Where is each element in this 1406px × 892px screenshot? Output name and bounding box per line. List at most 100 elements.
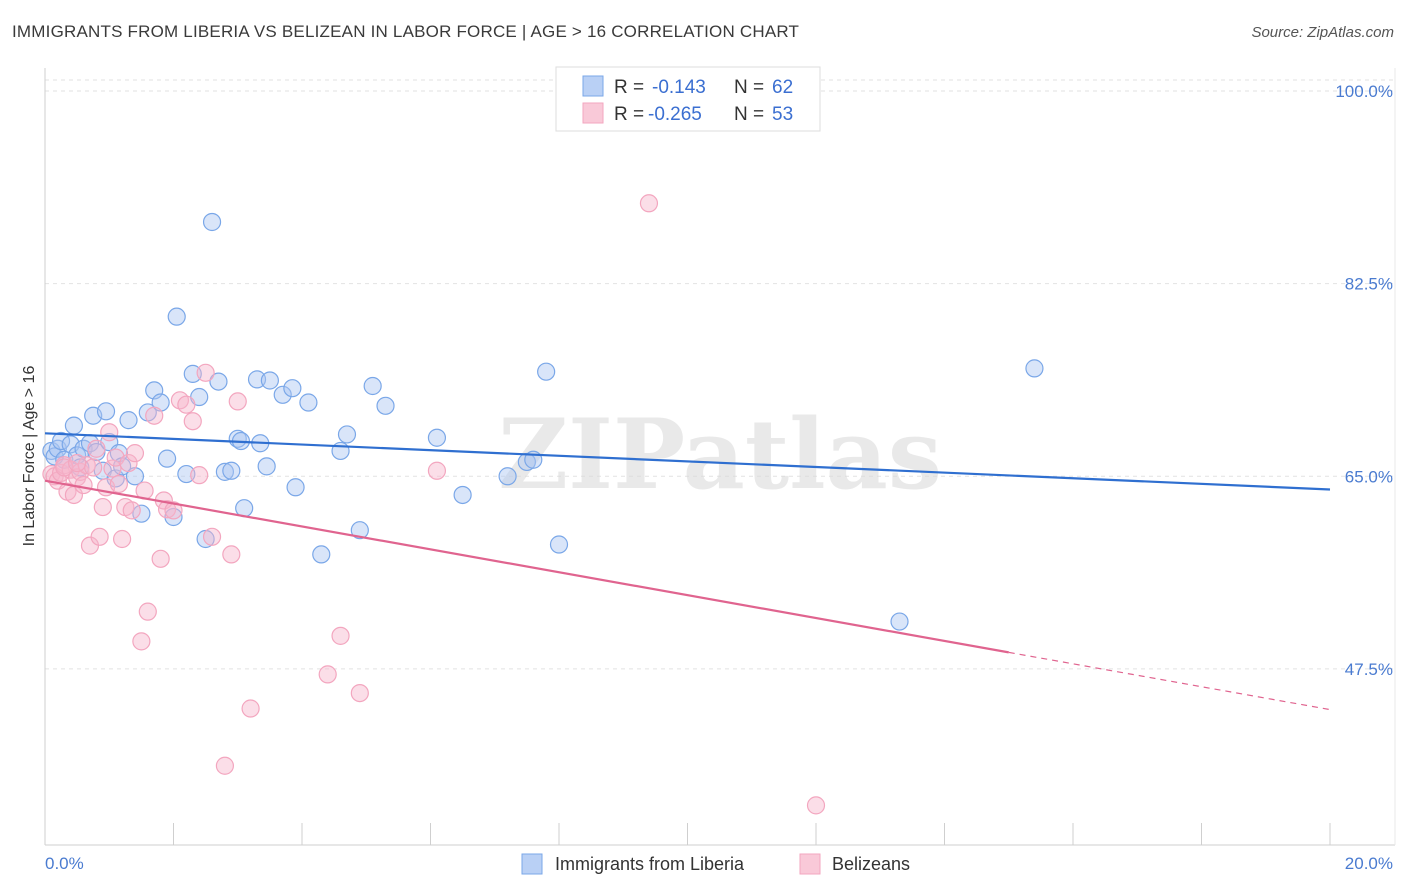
y-tick-label: 47.5% — [1345, 660, 1393, 679]
liberia-point — [350, 521, 369, 540]
belizean-point — [215, 756, 234, 775]
belizean-point — [241, 699, 260, 718]
liberia-point — [96, 402, 116, 421]
liberia-point — [183, 364, 202, 383]
liberia-point — [286, 478, 305, 497]
belizean-point — [122, 501, 141, 520]
liberia-point — [215, 462, 234, 481]
liberia-point — [273, 385, 292, 404]
legend-n-label-belizeans: N = — [734, 104, 764, 125]
legend-r-label-belizeans: R = — [614, 104, 644, 125]
liberia-point — [363, 376, 382, 396]
y-tick-label: 100.0% — [1335, 82, 1393, 101]
belizean-point — [196, 363, 215, 382]
belizean-point — [138, 602, 157, 621]
series-legend: Immigrants from Liberia Belizeans — [521, 853, 910, 875]
series-swatch-belizeans — [799, 853, 821, 875]
belizean-point — [222, 545, 241, 564]
belizean-point — [84, 458, 103, 477]
liberia-point — [299, 393, 318, 412]
belizean-point — [318, 665, 337, 684]
liberia-point — [283, 379, 302, 398]
legend-swatch-belizeans — [582, 102, 604, 124]
belizean-point — [119, 453, 138, 473]
liberia-point — [222, 461, 241, 480]
belizean-point — [109, 474, 128, 494]
grid-lines — [45, 79, 1395, 670]
liberia-point — [177, 464, 196, 484]
liberia-point — [537, 362, 556, 381]
liberia-point — [549, 535, 569, 554]
belizean-trend-line — [44, 479, 1009, 654]
legend-n-value-belizeans: 53 — [772, 104, 793, 125]
x-tick-labels: 0.0% 20.0% — [45, 854, 1393, 873]
belizean-point — [228, 392, 247, 411]
legend-n-label-liberia: N = — [734, 77, 764, 98]
x-tick-label: 20.0% — [1345, 854, 1393, 873]
liberia-point — [157, 449, 177, 468]
x-tick-label: 0.0% — [45, 854, 84, 873]
belizean-point — [112, 529, 132, 549]
liberia-point — [202, 212, 222, 232]
belizean-point — [125, 444, 145, 463]
belizean-point — [183, 412, 202, 431]
belizean-point — [74, 475, 93, 495]
belizean-point — [132, 632, 151, 651]
legend-r-value-liberia: -0.143 — [652, 77, 706, 98]
trend-lines — [44, 432, 1331, 711]
liberia-point — [51, 431, 71, 451]
belizean-point — [100, 423, 119, 442]
belizean-point — [164, 501, 183, 520]
belizean-point — [331, 626, 350, 645]
belizean-point — [639, 194, 659, 213]
legend-n-value-liberia: 62 — [772, 77, 793, 98]
belizean-point — [190, 466, 209, 485]
legend: R = -0.143 N = 62 R = -0.265 N = 53 — [555, 66, 821, 132]
legend-r-value-belizeans: -0.265 — [648, 104, 702, 125]
belizean-point — [90, 527, 109, 546]
liberia-point — [337, 425, 357, 444]
series-name-belizeans: Belizeans — [832, 854, 910, 874]
chart-source: Source: ZipAtlas.com — [1251, 24, 1394, 41]
liberia-point — [228, 429, 247, 448]
liberia-point — [427, 428, 447, 447]
belizean-point — [103, 459, 122, 478]
belizean-point — [93, 497, 112, 517]
y-axis-title: In Labor Force | Age > 16 — [21, 366, 38, 547]
liberia-point — [64, 416, 84, 435]
liberia-point — [1025, 359, 1044, 378]
belizean-point — [151, 549, 170, 568]
series-name-liberia: Immigrants from Liberia — [555, 854, 745, 874]
liberia-point — [890, 612, 909, 631]
belizean-point — [177, 395, 196, 414]
liberia-point — [453, 485, 472, 505]
liberia-point — [209, 372, 228, 391]
liberia-trend-line — [44, 432, 1331, 491]
watermark: ZIPatlas — [498, 398, 942, 511]
axes — [44, 68, 1396, 846]
liberia-point — [260, 371, 279, 390]
liberia-point — [132, 504, 151, 523]
belizean-point — [145, 406, 164, 425]
belizean-point — [87, 439, 106, 458]
belizean-point — [157, 500, 177, 519]
legend-swatch-liberia — [582, 75, 604, 97]
y-tick-label: 65.0% — [1345, 467, 1393, 486]
y-tick-labels: 47.5% 65.0% 82.5% 100.0% — [1335, 82, 1393, 679]
belizean-point — [68, 453, 87, 473]
chart-title: IMMIGRANTS FROM LIBERIA VS BELIZEAN IN L… — [12, 22, 800, 41]
liberia-point — [498, 467, 517, 486]
legend-r-label-liberia: R = — [614, 77, 644, 98]
liberia-point — [119, 411, 138, 430]
belizean-point — [806, 796, 826, 815]
liberia-point — [167, 307, 186, 326]
liberia-point — [247, 370, 267, 389]
belizean-point — [350, 684, 369, 703]
belizean-trend-extension — [1008, 651, 1331, 711]
y-tick-label: 82.5% — [1345, 275, 1393, 294]
liberia-point — [257, 457, 276, 476]
belizean-point — [427, 461, 447, 480]
liberia-point — [312, 545, 331, 564]
series-swatch-liberia — [521, 853, 543, 875]
